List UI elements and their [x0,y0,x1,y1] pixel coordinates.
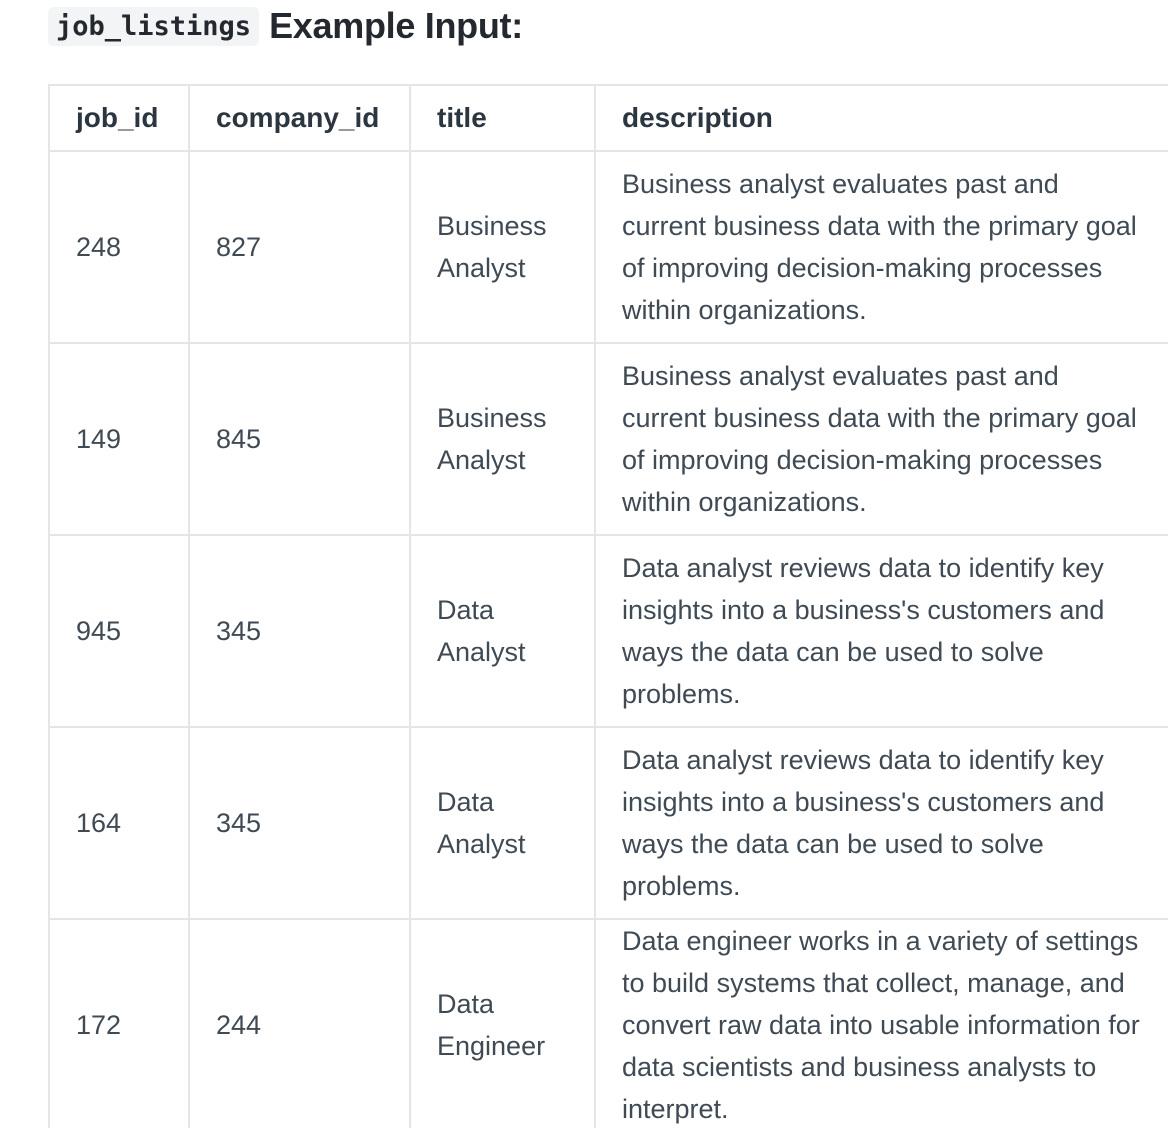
cell-job-id: 248 [48,150,190,344]
cell-job-id: 172 [48,918,190,1128]
cell-title: Business Analyst [409,342,596,536]
cell-title: Business Analyst [409,150,596,344]
table-row: 149 845 Business Analyst Business analys… [48,342,1168,536]
cell-company-id: 345 [188,534,411,728]
cell-description: Business analyst evaluates past and curr… [594,150,1168,344]
header-job-id: job_id [48,84,190,152]
header-title: title [409,84,596,152]
job-listings-table: job_id company_id title description 248 … [48,84,1168,1128]
cell-company-id: 827 [188,150,411,344]
cell-company-id: 845 [188,342,411,536]
header-description: description [594,84,1168,152]
cell-description: Data analyst reviews data to identify ke… [594,726,1168,920]
table-row: 248 827 Business Analyst Business analys… [48,150,1168,344]
cell-description: Business analyst evaluates past and curr… [594,342,1168,536]
cell-company-id: 244 [188,918,411,1128]
cell-job-id: 149 [48,342,190,536]
cell-job-id: 945 [48,534,190,728]
section-heading: job_listings Example Input: [48,4,523,48]
table-row: 172 244 Data Engineer Data engineer work… [48,918,1168,1128]
cell-title: Data Engineer [409,918,596,1128]
table-row: 945 345 Data Analyst Data analyst review… [48,534,1168,728]
header-company-id: company_id [188,84,411,152]
heading-text: Example Input: [269,5,523,46]
table-header-row: job_id company_id title description [48,84,1168,152]
cell-job-id: 164 [48,726,190,920]
cell-company-id: 345 [188,726,411,920]
cell-title: Data Analyst [409,726,596,920]
table-row: 164 345 Data Analyst Data analyst review… [48,726,1168,920]
cell-title: Data Analyst [409,534,596,728]
cell-description: Data engineer works in a variety of sett… [594,918,1168,1128]
table-container[interactable]: job_id company_id title description 248 … [48,84,1168,1128]
cell-description: Data analyst reviews data to identify ke… [594,534,1168,728]
table-name-code: job_listings [48,6,260,46]
